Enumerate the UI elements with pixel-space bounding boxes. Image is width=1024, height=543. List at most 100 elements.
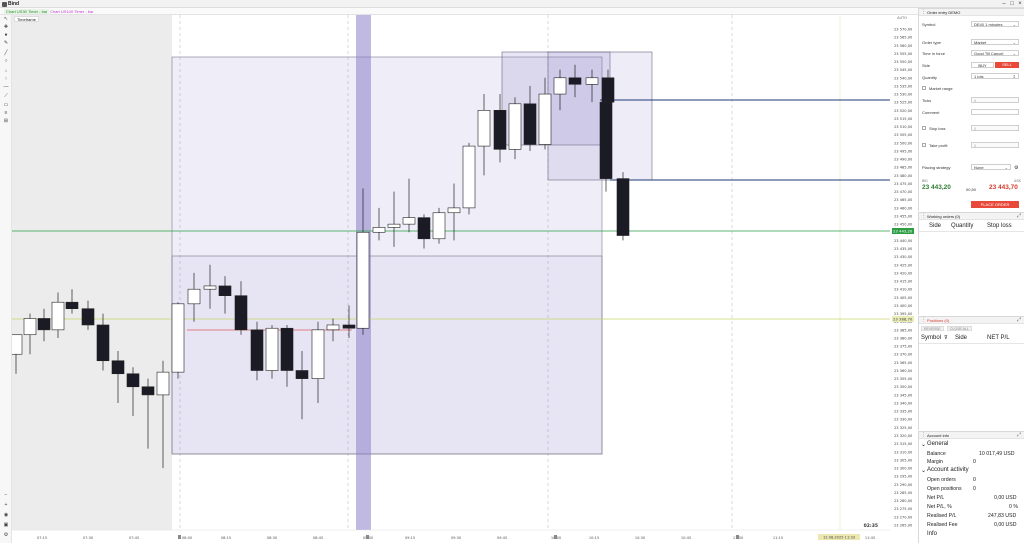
stop-loss-checkbox[interactable] [922,126,926,130]
take-profit-checkbox[interactable] [922,143,926,147]
candle-body [493,110,507,150]
bid-label: BID [922,179,928,183]
chevron-down-icon[interactable]: ⌄ [921,442,927,448]
open-positions-value: 0 [973,486,976,492]
positions-panel: ⋮ Positions (0) ⤢ REVERSE CLOSE ALL Symb… [918,316,1024,430]
trendline-icon[interactable]: ╱ [4,50,8,56]
price-tick-label: 23 495,00 [894,149,913,153]
column-stop-loss[interactable]: Stop loss [987,223,1012,229]
time-tick-label: 09:15 [405,536,415,540]
zoom-out-icon[interactable]: − [4,492,8,498]
maximize-icon[interactable]: □ [1010,1,1014,7]
date-label: 12.08.2025 11:33 [823,535,855,539]
account-activity-section[interactable]: Account activity [927,467,969,473]
tif-label: Time in force [922,51,945,56]
price-tick-label: 23 525,00 [894,101,913,105]
price-tick-label: 23 515,00 [894,117,913,121]
pencil-icon[interactable]: ✎ [3,40,9,46]
pin-icon[interactable]: ● [4,32,8,38]
cursor-icon[interactable]: ↖ [3,16,9,22]
eye-icon[interactable]: ◉ [3,512,9,518]
grip-icon: ⋮ [921,213,926,219]
minimize-icon[interactable]: – [1002,1,1006,7]
settings-icon[interactable]: ⚙ [3,532,9,538]
order-type-select[interactable]: Market ⌄ [971,39,1019,45]
info-section[interactable]: Info [927,531,938,537]
crosshair-icon[interactable]: ✚ [3,24,9,30]
balance-label: Balance [927,451,946,457]
arrow-down-icon[interactable]: ↓ [4,68,8,74]
price-tick-label: 23 480,00 [894,174,913,178]
realised-pl-value: 247,83 USD [988,513,1017,519]
app-title: Bind [8,1,20,7]
rectangle-icon[interactable]: ▭ [3,102,9,108]
price-tick-label: 23 490,00 [894,158,913,162]
chevron-down-icon: ⌄ [1012,40,1016,45]
price-tick-label: 23 505,00 [894,133,913,137]
close-all-button[interactable]: CLOSE ALL [947,326,972,331]
open-positions-label: Open positions [927,486,962,492]
symbol-select[interactable]: DE40 1 minutes ⌄ [971,21,1019,27]
price-tick-label: 23 405,00 [894,296,913,300]
stop-loss-input[interactable]: 0 [971,125,1019,131]
take-profit-input[interactable]: 0 [971,142,1019,148]
auto-scale-label: AUTO [897,16,907,20]
reverse-button[interactable]: REVERSE [921,326,944,331]
maximize-panel-icon[interactable]: ⤢ [1016,213,1021,219]
placing-strategy-select[interactable]: None ⌄ [971,164,1011,170]
order-type-value: Market [974,40,987,45]
candle-body [432,212,446,240]
date-tag [818,534,860,540]
net-pl-pct-value: 0 % [1009,504,1018,510]
sell-button[interactable]: SELL [995,62,1019,68]
ray-icon[interactable]: ⟋ [4,93,8,99]
zoom-in-icon[interactable]: + [4,502,8,508]
time-tick-label: 11:15 [773,536,783,540]
drawing-toolbar: ↖ ✚ ● ✎ ╱ ○ ↓ ↑ — ⟋ ▭ ≡ ⊞ − + ◉ ▣ ⚙ [0,15,12,543]
lock-icon[interactable]: ▣ [3,522,9,528]
maximize-panel-icon[interactable]: ⤢ [1016,432,1021,438]
maximize-panel-icon[interactable]: ⤢ [1016,317,1021,323]
tab-us30[interactable]: Chart US30 Timer - bar [4,9,50,14]
place-order-button[interactable]: PLACE ORDER [971,201,1019,208]
quantity-value: 1 lots [974,74,984,79]
price-tick-label: 23 325,00 [894,426,913,430]
buy-button[interactable]: BUY [971,62,994,68]
column-quantity[interactable]: Quantity [951,223,974,229]
column-net-pl[interactable]: NET P/L [987,335,1010,341]
arrow-up-icon[interactable]: ↑ [4,76,8,82]
column-side[interactable]: Side [929,223,942,229]
gear-icon[interactable]: ⚙ [1014,165,1019,171]
price-tick-label: 23 340,00 [894,401,913,405]
ruler-icon[interactable]: ⊞ [3,118,9,124]
quantity-stepper[interactable]: 1 lots ⇕ [971,73,1019,79]
close-icon[interactable]: × [1018,1,1022,7]
market-range-checkbox[interactable] [922,86,926,90]
column-side[interactable]: Side [955,335,968,341]
realised-fee-value: 0,00 USD [994,522,1017,528]
ticks-input[interactable]: 0 [971,97,1019,103]
time-tick-label: 08:45 [313,536,323,540]
fibonacci-icon[interactable]: ≡ [4,110,8,116]
price-tick-label: 23 395,00 [894,312,913,316]
placing-strategy-value: None [974,165,984,170]
title-bar: Bind – □ × [0,0,1024,8]
net-pl-label: Net P/L [927,495,945,501]
ask-price[interactable]: 23 443,70 [989,184,1018,191]
general-section[interactable]: General [927,441,949,447]
tif-select[interactable]: Good Till Cancel ⌄ [971,50,1019,56]
tab-us100[interactable]: Chart US100 Timer - bar [50,9,94,14]
column-symbol[interactable]: Symbol [921,335,942,341]
comment-input[interactable] [971,109,1019,115]
horizontal-line-icon[interactable]: — [3,84,9,90]
time-tick-label: 09:30 [451,536,462,540]
chevron-down-icon[interactable]: ⌄ [921,468,927,474]
bid-price[interactable]: 23 443,20 [922,184,951,191]
timeframe-badge[interactable]: Timeframe [14,16,39,22]
current-price-tag [892,228,914,234]
circle-icon[interactable]: ○ [4,58,8,64]
price-tick-label: 23 550,00 [894,60,913,64]
filter-icon[interactable]: ⊽ [944,335,948,341]
candle-body [218,285,232,297]
